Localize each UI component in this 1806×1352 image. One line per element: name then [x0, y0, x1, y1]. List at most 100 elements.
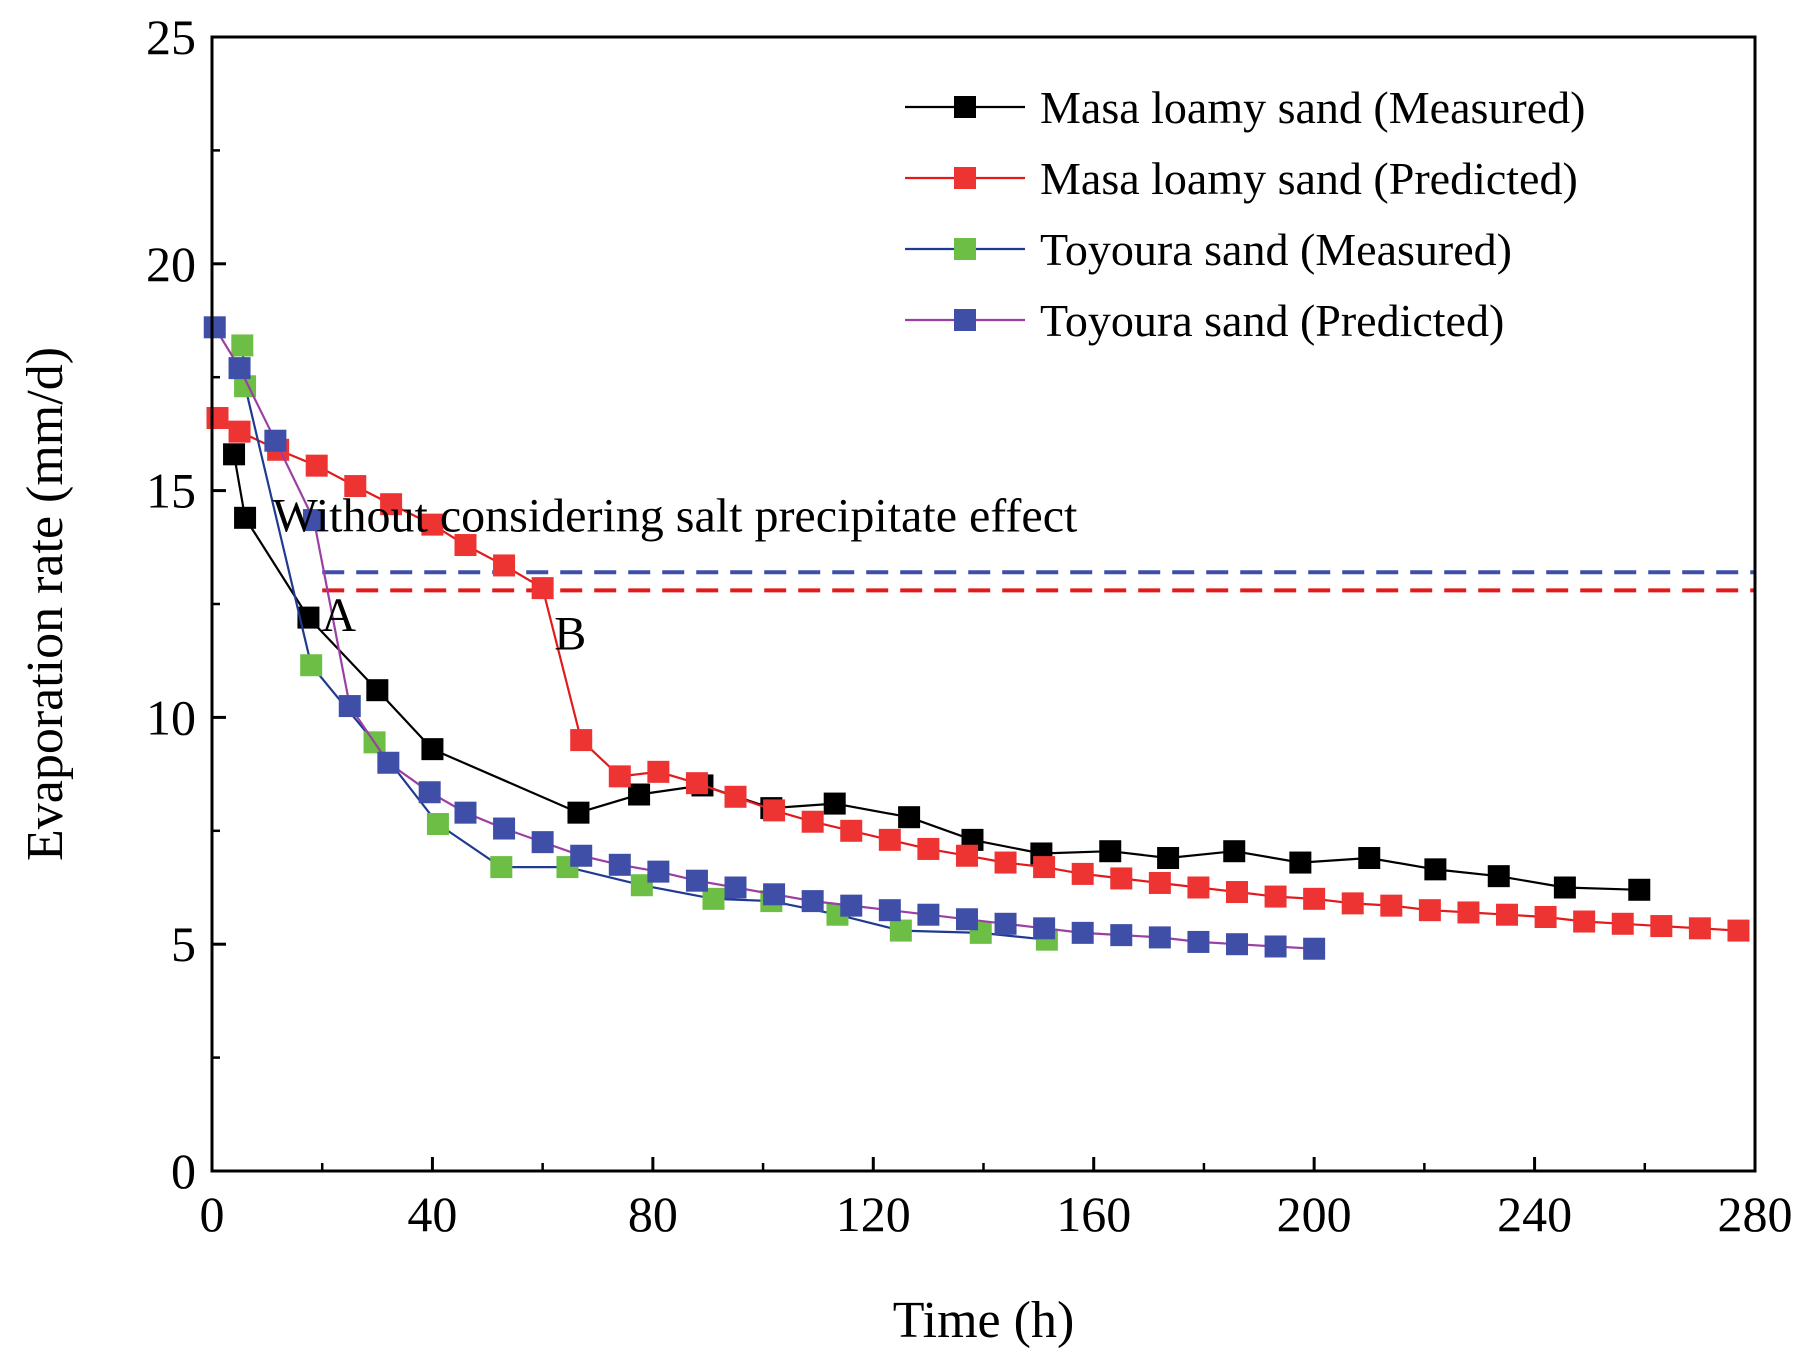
- series-3: [203, 316, 1326, 960]
- data-point: [300, 654, 323, 677]
- data-point: [1628, 878, 1651, 901]
- data-point: [840, 819, 863, 842]
- data-point: [234, 506, 257, 529]
- data-point: [630, 874, 653, 897]
- data-point: [1727, 919, 1750, 942]
- data-point: [1303, 937, 1326, 960]
- y-tick-label: 25: [146, 9, 196, 65]
- y-tick-label: 20: [146, 236, 196, 292]
- data-point: [1099, 840, 1122, 863]
- data-point: [1148, 871, 1171, 894]
- data-point: [608, 765, 631, 788]
- data-point: [344, 475, 367, 498]
- x-tick-label: 40: [407, 1186, 457, 1242]
- x-tick-label: 80: [628, 1186, 678, 1242]
- data-point: [1303, 887, 1326, 910]
- data-point: [223, 443, 246, 466]
- x-tick-label: 280: [1718, 1186, 1793, 1242]
- legend-label: Toyoura sand (Measured): [1040, 224, 1512, 275]
- legend-entry-masa-predicted: Masa loamy sand (Predicted): [905, 153, 1578, 204]
- annotation-no-salt-effect: Without considering salt precipitate eff…: [272, 489, 1078, 542]
- data-point: [801, 890, 824, 913]
- x-axis-label: Time (h): [893, 1292, 1075, 1349]
- legend-label: Masa loamy sand (Predicted): [1040, 153, 1578, 204]
- data-point: [1553, 876, 1576, 899]
- legend-entry-toyoura-measured: Toyoura sand (Measured): [905, 224, 1512, 275]
- data-point: [228, 357, 251, 380]
- data-point: [454, 534, 477, 557]
- data-point: [878, 828, 901, 851]
- data-point: [570, 844, 593, 867]
- data-point: [763, 799, 786, 822]
- data-point: [1148, 926, 1171, 949]
- data-point: [1264, 935, 1287, 958]
- legend-marker: [954, 96, 976, 118]
- data-point: [647, 760, 670, 783]
- x-tick-label: 240: [1497, 1186, 1572, 1242]
- data-point: [228, 420, 251, 443]
- data-point: [955, 844, 978, 867]
- data-point: [1380, 894, 1403, 917]
- data-point: [531, 577, 554, 600]
- legend-marker: [954, 309, 976, 331]
- y-axis-label: Evaporation rate (mm/d): [17, 347, 74, 861]
- data-point: [647, 860, 670, 883]
- data-point: [724, 785, 747, 808]
- legend-entry-toyoura-predicted: Toyoura sand (Predicted): [905, 295, 1504, 346]
- data-point: [531, 831, 554, 854]
- data-point: [840, 894, 863, 917]
- data-point: [1225, 881, 1248, 904]
- data-point: [917, 903, 940, 926]
- legend-marker: [954, 167, 976, 189]
- series-layer: [203, 316, 1750, 960]
- data-point: [1187, 930, 1210, 953]
- annotation-point-b: B: [554, 607, 586, 660]
- y-tick-label: 15: [146, 463, 196, 519]
- x-tick-label: 0: [200, 1186, 225, 1242]
- data-point: [338, 695, 361, 718]
- annotation-point-a: A: [321, 589, 356, 642]
- series-1: [206, 407, 1750, 942]
- data-point: [570, 729, 593, 752]
- legend-label: Masa loamy sand (Measured): [1040, 82, 1585, 133]
- data-point: [878, 899, 901, 922]
- data-point: [823, 792, 846, 815]
- data-point: [203, 316, 226, 339]
- data-point: [231, 334, 254, 357]
- data-point: [206, 407, 229, 430]
- data-point: [994, 912, 1017, 935]
- data-point: [380, 493, 403, 516]
- x-tick-label: 160: [1056, 1186, 1131, 1242]
- data-point: [297, 606, 320, 629]
- data-point: [1225, 933, 1248, 956]
- data-point: [305, 454, 328, 477]
- data-point: [454, 801, 477, 824]
- legend-marker: [954, 238, 976, 260]
- data-point: [1496, 903, 1519, 926]
- data-point: [426, 812, 449, 835]
- data-point: [421, 513, 444, 536]
- legend-label: Toyoura sand (Predicted): [1040, 295, 1504, 346]
- y-tick-label: 10: [146, 689, 196, 745]
- data-point: [302, 509, 325, 532]
- data-point: [1223, 840, 1246, 863]
- data-point: [889, 919, 912, 942]
- data-point: [1033, 856, 1056, 879]
- data-point: [366, 679, 389, 702]
- data-point: [1264, 885, 1287, 908]
- data-point: [763, 883, 786, 906]
- data-point: [1071, 921, 1094, 944]
- data-point: [1688, 917, 1711, 940]
- data-point: [1110, 867, 1133, 890]
- data-point: [1534, 905, 1557, 928]
- data-point: [1157, 847, 1180, 870]
- data-point: [801, 810, 824, 833]
- data-point: [955, 908, 978, 931]
- data-point: [1033, 917, 1056, 940]
- reference-lines: [322, 570, 1755, 593]
- plot-frame: [210, 35, 1757, 1173]
- data-point: [1187, 876, 1210, 899]
- data-point: [1358, 847, 1381, 870]
- data-point: [493, 817, 516, 840]
